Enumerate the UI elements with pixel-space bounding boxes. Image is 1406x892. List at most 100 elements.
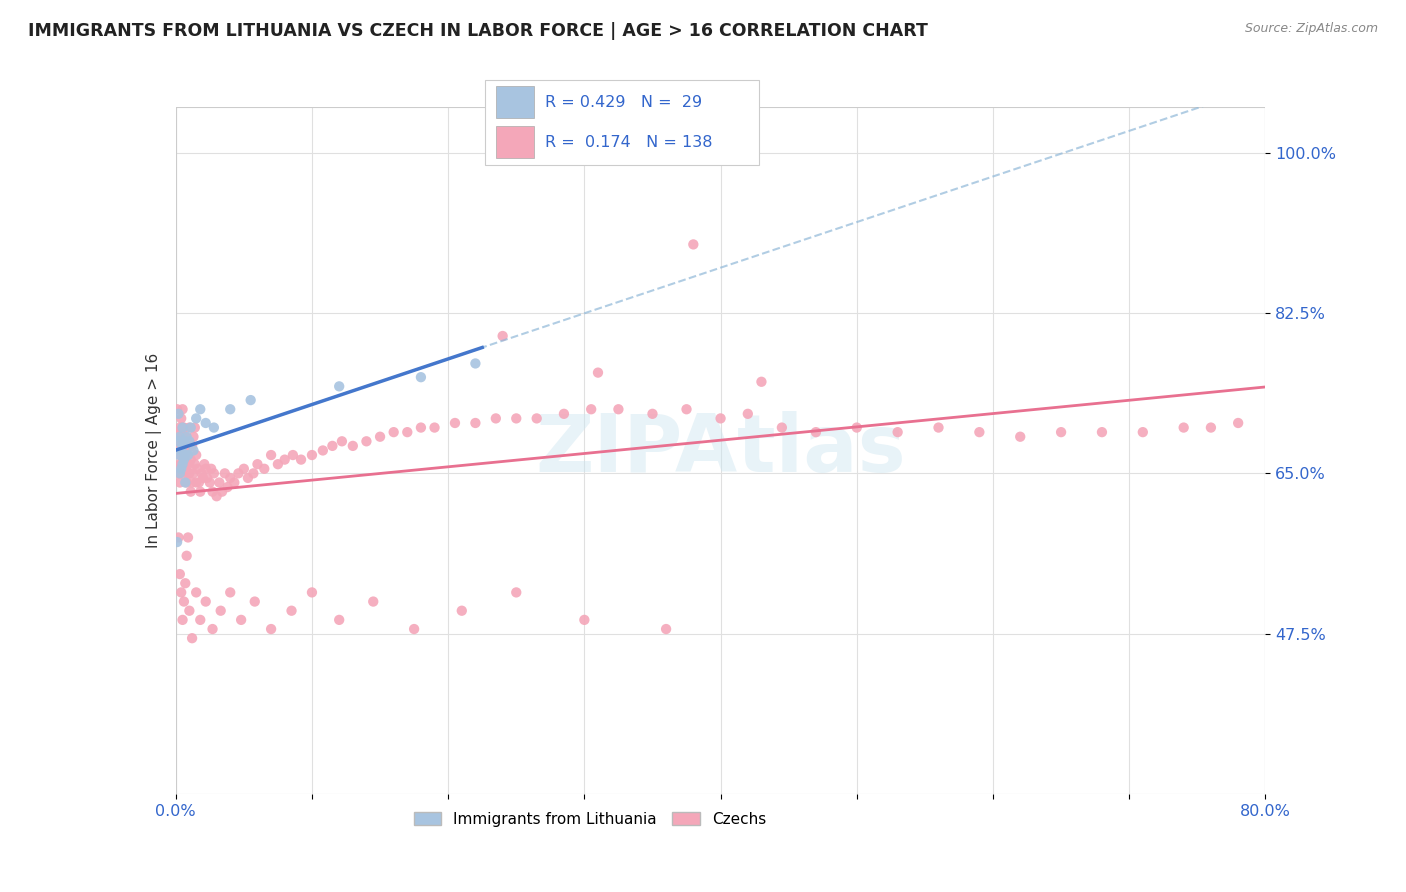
Point bbox=[174, 448, 197, 462]
Point bbox=[205, 489, 228, 503]
Point bbox=[180, 420, 202, 434]
FancyBboxPatch shape bbox=[496, 87, 534, 119]
Point bbox=[409, 370, 432, 384]
Point bbox=[170, 411, 193, 425]
Point bbox=[232, 462, 254, 476]
Point bbox=[176, 457, 198, 471]
Point bbox=[194, 594, 217, 608]
Point bbox=[186, 475, 208, 490]
Point bbox=[186, 585, 208, 599]
Point bbox=[172, 402, 194, 417]
Point bbox=[167, 531, 190, 545]
Point bbox=[242, 467, 264, 481]
Point bbox=[170, 443, 193, 458]
Point bbox=[167, 434, 190, 449]
Point bbox=[187, 475, 209, 490]
Point bbox=[682, 136, 704, 151]
Point bbox=[183, 443, 205, 458]
Point bbox=[1173, 420, 1195, 434]
Point bbox=[219, 585, 242, 599]
Point bbox=[184, 457, 207, 471]
Point bbox=[464, 416, 486, 430]
Point bbox=[183, 430, 205, 444]
Point bbox=[281, 448, 304, 462]
Point bbox=[169, 430, 191, 444]
Point bbox=[195, 471, 218, 485]
Point bbox=[361, 594, 384, 608]
Point bbox=[174, 475, 197, 490]
Point bbox=[180, 484, 202, 499]
Point bbox=[751, 375, 773, 389]
Point bbox=[173, 594, 195, 608]
Point bbox=[382, 425, 405, 439]
Point bbox=[172, 439, 194, 453]
Point bbox=[450, 604, 472, 618]
Point bbox=[243, 594, 266, 608]
Point bbox=[1227, 416, 1250, 430]
Y-axis label: In Labor Force | Age > 16: In Labor Force | Age > 16 bbox=[146, 353, 162, 548]
FancyBboxPatch shape bbox=[485, 80, 759, 165]
Point bbox=[170, 585, 193, 599]
Point bbox=[280, 604, 302, 618]
Point bbox=[169, 448, 191, 462]
Point bbox=[444, 416, 467, 430]
Point bbox=[191, 471, 214, 485]
Point bbox=[239, 393, 262, 408]
Point bbox=[886, 425, 908, 439]
Point bbox=[969, 425, 991, 439]
Point bbox=[177, 467, 200, 481]
FancyBboxPatch shape bbox=[496, 126, 534, 158]
Point bbox=[211, 484, 233, 499]
Point bbox=[183, 467, 205, 481]
Point bbox=[198, 475, 221, 490]
Point bbox=[186, 411, 208, 425]
Point bbox=[804, 425, 827, 439]
Point bbox=[186, 448, 208, 462]
Point bbox=[172, 439, 194, 453]
Point bbox=[505, 585, 527, 599]
Text: Source: ZipAtlas.com: Source: ZipAtlas.com bbox=[1244, 22, 1378, 36]
Point bbox=[574, 613, 596, 627]
Point bbox=[328, 613, 350, 627]
Point bbox=[301, 585, 323, 599]
Point bbox=[173, 420, 195, 434]
Point bbox=[845, 420, 868, 434]
Point bbox=[176, 475, 198, 490]
Point bbox=[1091, 425, 1114, 439]
Point bbox=[169, 420, 191, 434]
Point bbox=[396, 425, 419, 439]
Point bbox=[169, 448, 191, 462]
Point bbox=[328, 379, 350, 393]
Point bbox=[179, 434, 201, 449]
Point bbox=[1050, 425, 1073, 439]
Point bbox=[301, 448, 323, 462]
Point bbox=[409, 420, 432, 434]
Point bbox=[209, 604, 232, 618]
Point bbox=[492, 329, 515, 343]
Text: IMMIGRANTS FROM LITHUANIA VS CZECH IN LABOR FORCE | AGE > 16 CORRELATION CHART: IMMIGRANTS FROM LITHUANIA VS CZECH IN LA… bbox=[28, 22, 928, 40]
Point bbox=[176, 549, 198, 563]
Point bbox=[173, 434, 195, 449]
Point bbox=[737, 407, 759, 421]
Point bbox=[464, 356, 486, 370]
Point bbox=[169, 567, 191, 582]
Text: R =  0.174   N = 138: R = 0.174 N = 138 bbox=[546, 135, 713, 150]
Point bbox=[179, 467, 201, 481]
Point bbox=[553, 407, 575, 421]
Point bbox=[202, 420, 225, 434]
Point bbox=[290, 452, 312, 467]
Point bbox=[928, 420, 950, 434]
Point bbox=[167, 425, 190, 439]
Point bbox=[236, 471, 259, 485]
Point bbox=[169, 467, 191, 481]
Point bbox=[170, 430, 193, 444]
Point bbox=[641, 407, 664, 421]
Point bbox=[190, 467, 212, 481]
Point bbox=[167, 467, 190, 481]
Point bbox=[526, 411, 548, 425]
Point bbox=[217, 480, 239, 494]
Point bbox=[246, 457, 269, 471]
Point bbox=[180, 452, 202, 467]
Point bbox=[167, 407, 190, 421]
Point bbox=[586, 366, 609, 380]
